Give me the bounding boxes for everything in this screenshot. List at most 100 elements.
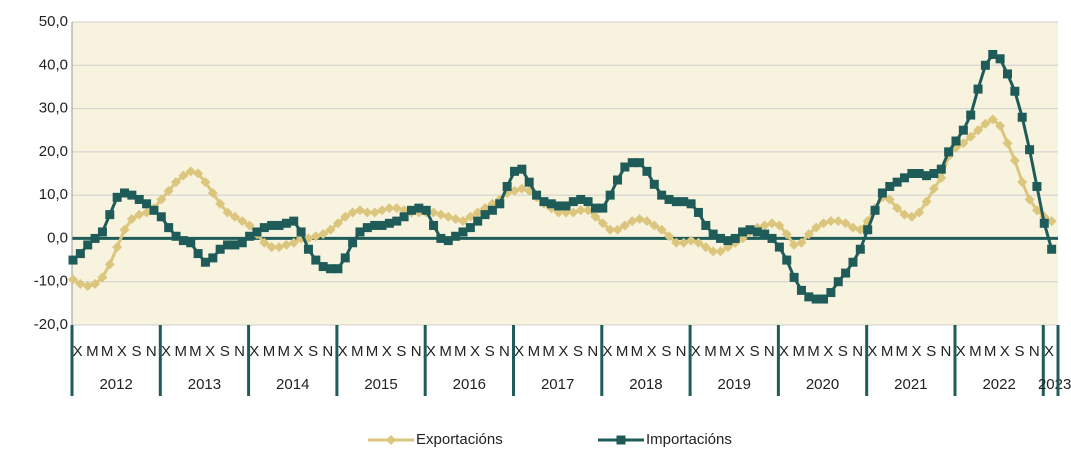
year-label: 2013	[188, 376, 221, 393]
marker	[318, 262, 328, 272]
marker	[112, 242, 123, 253]
marker	[104, 259, 115, 270]
marker	[421, 205, 431, 215]
marker	[848, 257, 858, 267]
marker	[443, 236, 453, 246]
x-tick-label: M	[542, 343, 555, 360]
marker	[656, 224, 667, 235]
marker	[664, 194, 674, 204]
x-tick-label: M	[439, 343, 452, 360]
marker	[759, 220, 770, 231]
marker	[68, 274, 78, 285]
marker	[465, 223, 475, 233]
marker	[863, 225, 873, 235]
marker	[825, 216, 836, 227]
marker	[855, 224, 866, 235]
marker	[803, 229, 814, 240]
marker	[333, 264, 343, 274]
marker	[738, 227, 748, 237]
marker	[156, 194, 167, 205]
marker	[796, 237, 807, 248]
marker	[164, 223, 174, 233]
marker	[774, 242, 784, 252]
marker	[885, 181, 895, 191]
x-tick-label: S	[1015, 343, 1025, 360]
marker	[68, 255, 78, 265]
marker	[678, 237, 689, 248]
x-tick-label: N	[411, 343, 422, 360]
x-tick-label: X	[735, 343, 745, 360]
marker	[134, 209, 145, 220]
x-tick-label: X	[1044, 343, 1054, 360]
marker	[1010, 86, 1020, 96]
marker	[619, 220, 630, 231]
marker	[892, 177, 902, 187]
x-tick-label: X	[691, 343, 701, 360]
marker	[406, 205, 416, 215]
marker	[781, 229, 792, 240]
marker	[296, 227, 306, 237]
marker	[377, 220, 387, 230]
marker	[590, 211, 601, 222]
marker	[995, 120, 1006, 131]
marker	[377, 205, 388, 216]
marker	[340, 253, 350, 263]
x-tick-label: X	[823, 343, 833, 360]
marker	[97, 272, 108, 283]
marker	[767, 218, 778, 229]
marker	[480, 210, 490, 220]
year-label: 2022	[982, 376, 1015, 393]
marker	[987, 114, 998, 125]
marker	[590, 203, 600, 213]
marker	[362, 207, 373, 218]
y-tick-label: 0,0	[47, 229, 68, 246]
x-tick-label: M	[631, 343, 644, 360]
marker	[561, 201, 571, 211]
x-tick-label: M	[351, 343, 364, 360]
marker	[1002, 138, 1013, 149]
x-tick-label: N	[676, 343, 687, 360]
x-tick-label: X	[205, 343, 215, 360]
marker	[693, 237, 704, 248]
marker	[612, 224, 623, 235]
marker	[318, 229, 329, 240]
x-tick-label: M	[277, 343, 290, 360]
marker	[200, 177, 211, 188]
marker	[635, 158, 645, 168]
marker	[642, 166, 652, 176]
marker	[223, 240, 233, 250]
marker	[833, 277, 843, 287]
marker	[1017, 177, 1028, 188]
marker	[1039, 218, 1049, 228]
year-label: 2020	[806, 376, 839, 393]
marker	[457, 216, 468, 227]
marker	[914, 169, 924, 178]
marker	[392, 216, 402, 226]
marker	[686, 199, 696, 209]
marker	[671, 197, 681, 207]
marker	[178, 236, 188, 246]
marker	[870, 205, 880, 215]
marker	[245, 231, 255, 241]
x-tick-label: M	[793, 343, 806, 360]
marker	[847, 222, 858, 233]
marker	[281, 218, 291, 228]
marker	[149, 205, 159, 215]
marker	[914, 207, 925, 218]
marker	[134, 194, 144, 204]
marker	[627, 216, 638, 227]
marker	[598, 203, 608, 213]
marker	[965, 131, 976, 142]
marker	[568, 197, 578, 207]
marker	[833, 216, 844, 227]
marker	[266, 242, 277, 253]
marker	[980, 118, 991, 129]
marker	[1002, 69, 1012, 79]
marker	[178, 170, 189, 181]
marker	[605, 190, 615, 200]
x-tick-label: X	[867, 343, 877, 360]
x-tick-label: M	[881, 343, 894, 360]
marker	[120, 188, 130, 198]
x-tick-label: N	[941, 343, 952, 360]
marker	[289, 216, 299, 226]
